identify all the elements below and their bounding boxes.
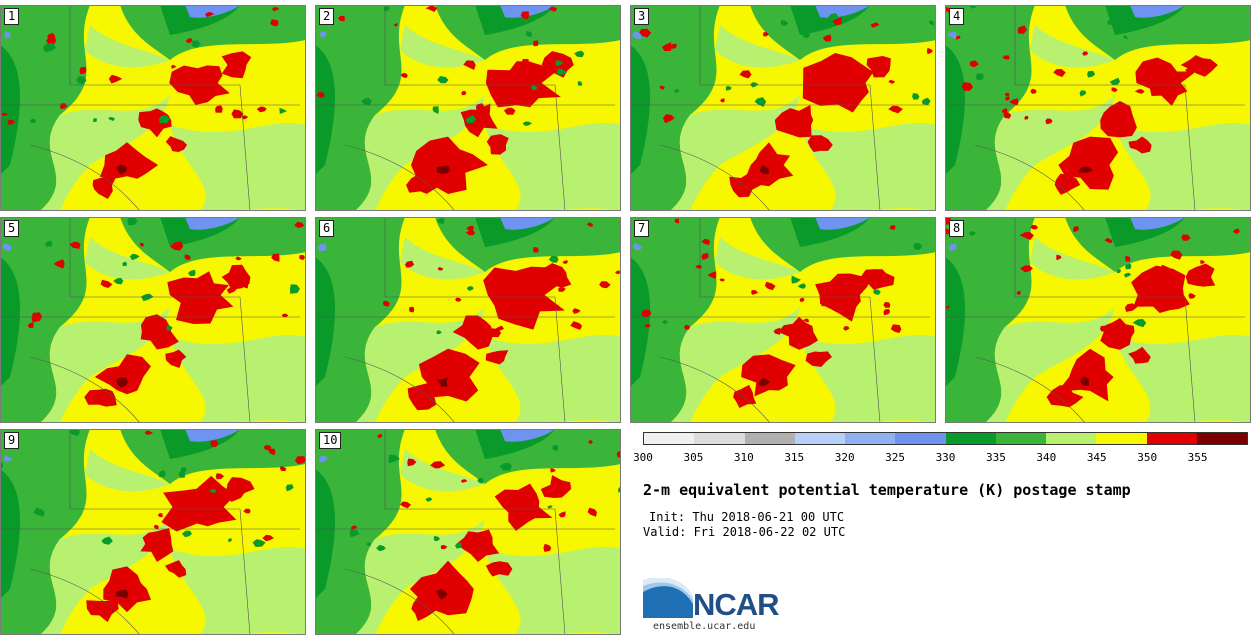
colorbar-tick-label: 345 bbox=[1086, 451, 1107, 464]
panel-number: 8 bbox=[949, 220, 965, 237]
colorbar-tick-label: 300 bbox=[633, 451, 653, 464]
plot-title: 2-m equivalent potential temperature (K)… bbox=[643, 481, 1131, 499]
map-field bbox=[315, 217, 621, 423]
colorbar-tick-label: 305 bbox=[683, 451, 704, 464]
colorbar-swatch bbox=[744, 433, 795, 444]
stamp-panel: 4 bbox=[945, 5, 1251, 211]
colorbar-swatch bbox=[694, 433, 745, 444]
colorbar-swatch bbox=[644, 433, 695, 444]
stamp-panel: 9 bbox=[0, 429, 306, 635]
map-field bbox=[630, 5, 936, 211]
colorbar-tick-label: 340 bbox=[1036, 451, 1057, 464]
colorbar-swatch bbox=[895, 433, 946, 444]
stamp-panel: 5 bbox=[0, 217, 306, 423]
panel-number: 10 bbox=[319, 432, 342, 449]
map-field bbox=[0, 217, 306, 423]
colorbar-tick-label: 310 bbox=[733, 451, 754, 464]
colorbar-swatch bbox=[1196, 433, 1247, 444]
panel-number: 6 bbox=[319, 220, 335, 237]
colorbar bbox=[643, 432, 1248, 445]
stamp-panel: 6 bbox=[315, 217, 621, 423]
colorbar-tick-label: 315 bbox=[784, 451, 805, 464]
stamp-panel: 3 bbox=[630, 5, 936, 211]
colorbar-swatch bbox=[794, 433, 845, 444]
init-time: Init: Thu 2018-06-21 00 UTC bbox=[649, 510, 845, 524]
panel-number: 4 bbox=[949, 8, 965, 25]
colorbar-swatch bbox=[1096, 433, 1147, 444]
colorbar-tick-label: 350 bbox=[1137, 451, 1158, 464]
colorbar-tick-label: 330 bbox=[935, 451, 956, 464]
colorbar-swatch bbox=[1146, 433, 1197, 444]
colorbar-tick-label: 320 bbox=[834, 451, 855, 464]
stamp-panel: 10 bbox=[315, 429, 621, 635]
map-field bbox=[945, 217, 1251, 423]
colorbar-tick-label: 355 bbox=[1187, 451, 1208, 464]
panel-number: 3 bbox=[634, 8, 650, 25]
ncar-logo-text: NCAR bbox=[693, 587, 780, 622]
colorbar-tick-label: 325 bbox=[885, 451, 906, 464]
stamp-panel: 2 bbox=[315, 5, 621, 211]
stamp-panel: 8 bbox=[945, 217, 1251, 423]
colorbar-swatch bbox=[995, 433, 1046, 444]
panel-number: 9 bbox=[4, 432, 20, 449]
ncar-logo-icon bbox=[643, 578, 693, 618]
colorbar-swatch bbox=[1046, 433, 1097, 444]
map-field bbox=[315, 5, 621, 211]
panel-number: 7 bbox=[634, 220, 650, 237]
panel-number: 1 bbox=[4, 8, 20, 25]
colorbar-ticks: 300 305 310 315 320 325 330 335 340 345 350 355 bbox=[633, 451, 1248, 465]
colorbar-swatch bbox=[845, 433, 896, 444]
map-field bbox=[0, 429, 306, 635]
panel-number: 2 bbox=[319, 8, 335, 25]
map-field bbox=[0, 5, 306, 211]
panel-number: 5 bbox=[4, 220, 20, 237]
site-url: ensemble.ucar.edu bbox=[653, 621, 756, 632]
colorbar-tick-label: 335 bbox=[985, 451, 1006, 464]
map-field bbox=[315, 429, 621, 635]
valid-time: Valid: Fri 2018-06-22 02 UTC bbox=[643, 525, 846, 539]
map-field bbox=[945, 5, 1251, 211]
map-field bbox=[630, 217, 936, 423]
colorbar-swatch bbox=[945, 433, 996, 444]
stamp-panel: 7 bbox=[630, 217, 936, 423]
stamp-panel: 1 bbox=[0, 5, 306, 211]
